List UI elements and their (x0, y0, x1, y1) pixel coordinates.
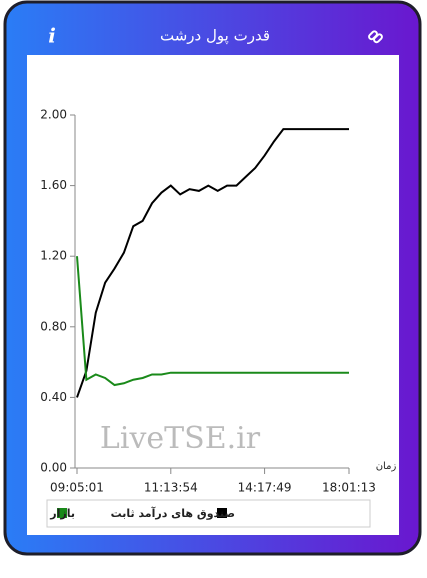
y-tick-label: 1.20 (40, 249, 67, 263)
x-tick-label: 09:05:01 (50, 481, 104, 495)
legend-label: بازار (49, 507, 75, 520)
y-tick-label: 0.80 (40, 319, 67, 333)
y-tick-label: 2.00 (40, 108, 67, 122)
x-axis-label: زمان (376, 461, 397, 472)
watermark: LiveTSE.ir (100, 421, 261, 456)
legend-swatch (57, 508, 67, 518)
y-tick-label: 0.00 (40, 461, 67, 475)
legend-box (46, 499, 371, 528)
link-icon[interactable] (368, 30, 383, 44)
legend-label: صندوق های درآمد ثابت (111, 506, 235, 520)
x-tick-label: 11:13:54 (144, 481, 198, 495)
series-line (76, 128, 349, 398)
x-tick-label: 18:01:13 (322, 481, 376, 495)
info-icon[interactable]: i (48, 24, 56, 48)
y-tick-label: 0.40 (40, 390, 67, 404)
y-tick-label: 1.60 (40, 178, 67, 192)
legend-swatch (217, 508, 227, 518)
chart-title: قدرت پول درشت (160, 27, 270, 46)
panel (27, 55, 399, 535)
series-line (76, 256, 349, 387)
x-tick-label: 14:17:49 (238, 481, 292, 495)
